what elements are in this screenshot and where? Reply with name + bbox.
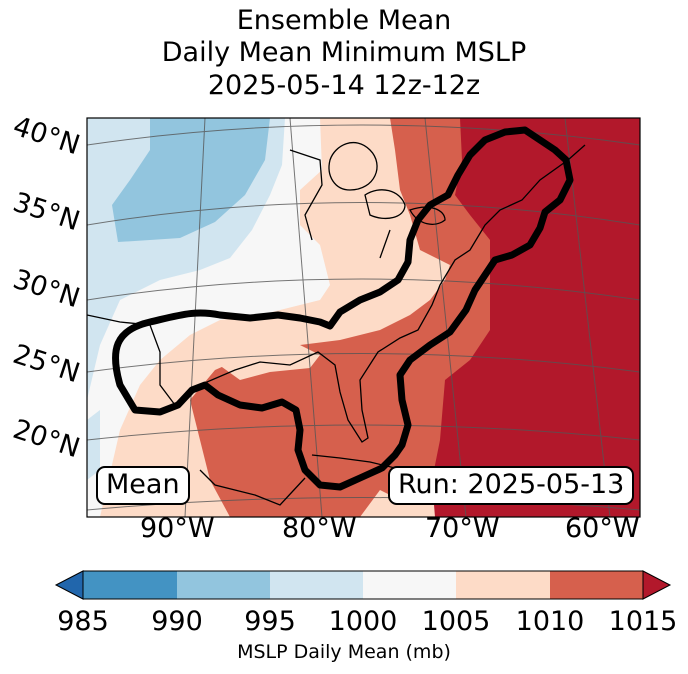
highlighted-region-outline (111, 126, 574, 491)
lon-label-90w: 90°W (140, 513, 215, 544)
mean-label-box: Mean (96, 466, 190, 505)
mslp-995-1000-southwest (87, 410, 100, 480)
run-date-box: Run: 2025-05-13 (388, 466, 635, 505)
colorbar-extend-low (54, 570, 84, 600)
colorbar-tick-1005: 1005 (421, 606, 491, 637)
colorbar-label: MSLP Daily Mean (mb) (237, 641, 451, 663)
colorbar-seg-990-995 (177, 571, 270, 599)
colorbar-tick-1015: 1015 (608, 606, 678, 637)
colorbar-tick-1010: 1010 (515, 606, 585, 637)
colorbar (54, 570, 672, 600)
mslp-field (87, 118, 640, 517)
map-frame (86, 117, 641, 518)
title-line-1: Ensemble Mean (236, 5, 452, 36)
lon-label-60w: 60°W (565, 513, 640, 544)
colorbar-extend-high (642, 570, 672, 600)
mslp-990-995-region (112, 118, 270, 242)
colorbar-seg-1005-1010 (456, 571, 550, 599)
colorbar-seg-1000-1005 (363, 571, 456, 599)
colorbar-seg-1010-1015 (550, 571, 643, 599)
lon-label-70w: 70°W (425, 513, 500, 544)
lon-label-80w: 80°W (282, 513, 357, 544)
colorbar-tick-990: 990 (151, 606, 203, 637)
title-line-3: 2025-05-14 12z-12z (207, 70, 481, 101)
title-line-2: Daily Mean Minimum MSLP (161, 37, 527, 68)
colorbar-tick-995: 995 (244, 606, 296, 637)
colorbar-seg-995-1000 (270, 571, 363, 599)
colorbar-seg-985-990 (83, 571, 177, 599)
colorbar-tick-985: 985 (57, 606, 109, 637)
colorbar-tick-1000: 1000 (328, 606, 398, 637)
